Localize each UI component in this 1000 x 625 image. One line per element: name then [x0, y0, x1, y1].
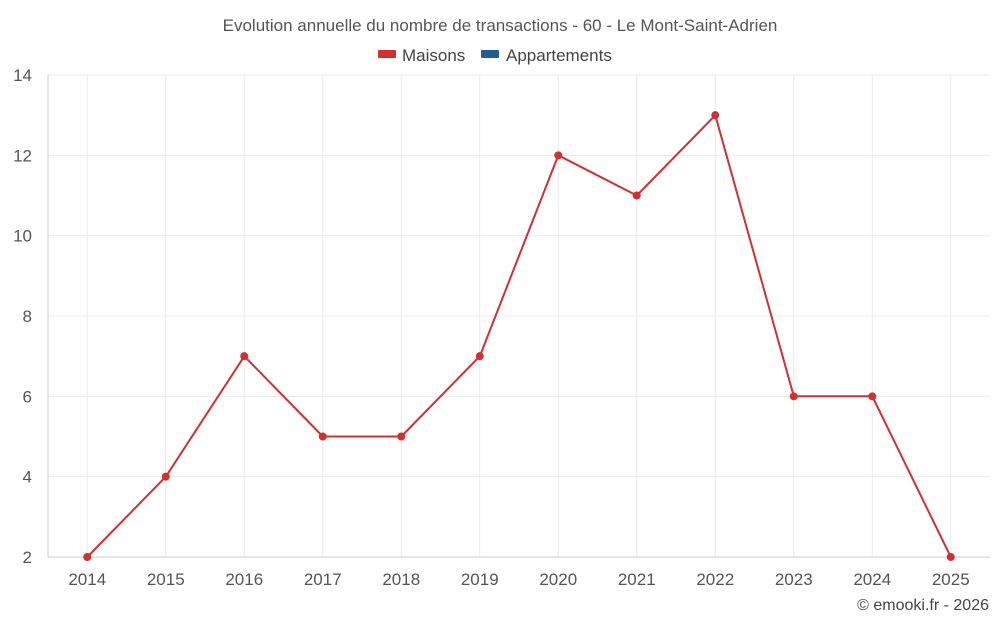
legend-item-appartements[interactable]: Appartements — [481, 46, 612, 65]
grid — [48, 74, 990, 557]
legend-swatch-maisons — [378, 50, 396, 58]
series-layer — [83, 111, 955, 561]
data-point-maisons[interactable] — [632, 191, 641, 200]
x-tick-label: 2025 — [932, 570, 970, 589]
legend-label-appartements: Appartements — [506, 46, 612, 65]
data-point-maisons[interactable] — [397, 432, 406, 441]
y-tick-label: 4 — [23, 468, 32, 487]
data-point-maisons[interactable] — [83, 553, 92, 561]
x-tick-label: 2022 — [696, 570, 734, 589]
legend-item-maisons[interactable]: Maisons — [378, 46, 465, 65]
data-point-maisons[interactable] — [554, 151, 563, 160]
x-tick-label: 2023 — [775, 570, 813, 589]
data-point-maisons[interactable] — [161, 472, 170, 481]
x-tick-label: 2024 — [853, 570, 891, 589]
x-tick-label: 2020 — [539, 570, 577, 589]
x-tick-label: 2016 — [225, 570, 263, 589]
y-tick-label: 8 — [23, 307, 32, 326]
y-tick-label: 14 — [13, 66, 32, 85]
credit-text: © emooki.fr - 2026 — [857, 597, 989, 614]
x-tick-label: 2014 — [68, 570, 106, 589]
data-point-maisons[interactable] — [789, 392, 798, 401]
y-tick-label: 2 — [23, 548, 32, 567]
y-tick-label: 6 — [23, 387, 32, 406]
x-tick-label: 2019 — [461, 570, 499, 589]
data-point-maisons[interactable] — [868, 392, 877, 401]
axes: 2 4 6 8 10 12 14 2014 2015 2016 2017 2018 2019 2020 20… — [13, 66, 990, 589]
x-tick-label: 2017 — [304, 570, 342, 589]
y-tick-label: 10 — [13, 227, 32, 246]
data-point-maisons[interactable] — [240, 352, 249, 361]
x-tick-label: 2018 — [382, 570, 420, 589]
legend-swatch-appartements — [481, 50, 499, 58]
data-point-maisons[interactable] — [475, 352, 484, 361]
series-line-maisons — [86, 114, 952, 558]
data-point-maisons[interactable] — [711, 111, 720, 120]
x-tick-label: 2015 — [147, 570, 185, 589]
chart-title: Evolution annuelle du nombre de transact… — [223, 16, 778, 35]
x-tick-label: 2021 — [618, 570, 656, 589]
data-point-maisons[interactable] — [946, 553, 955, 561]
data-point-maisons[interactable] — [318, 432, 327, 441]
legend: Maisons Appartements — [378, 46, 612, 65]
y-tick-label: 12 — [13, 146, 32, 165]
legend-label-maisons: Maisons — [402, 46, 465, 65]
